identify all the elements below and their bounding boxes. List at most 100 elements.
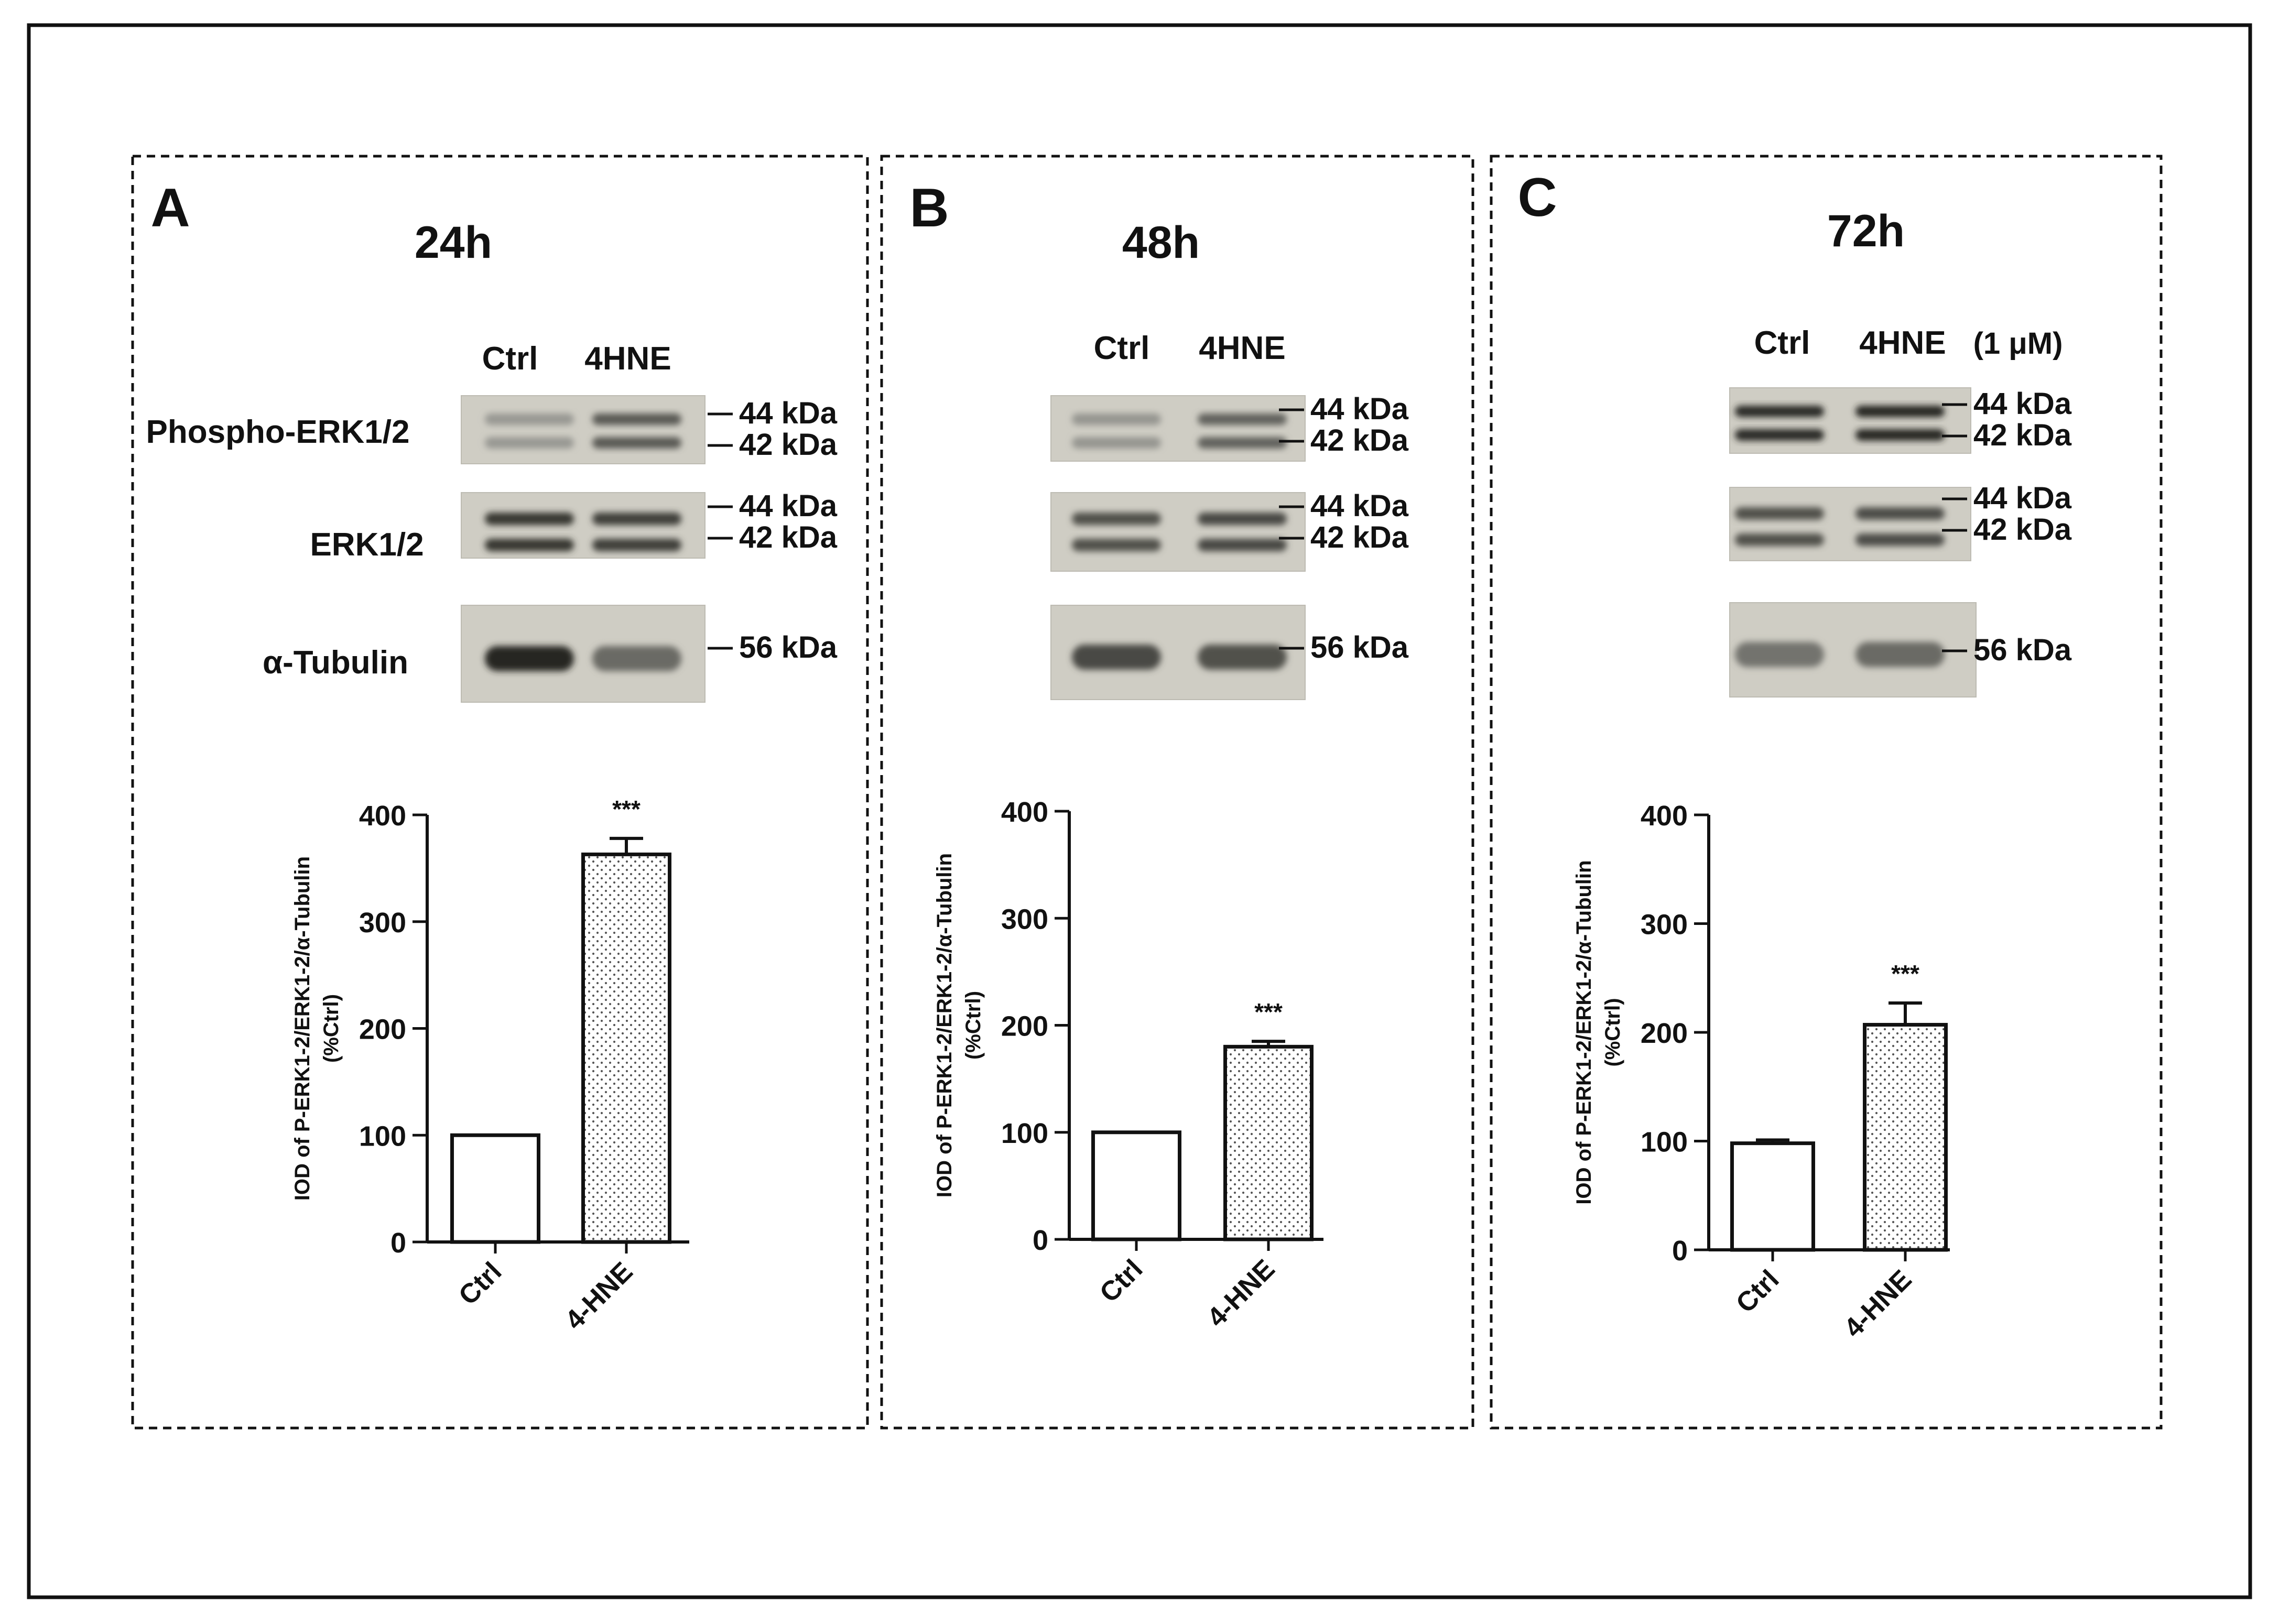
kda-label: 56 kDa	[739, 630, 838, 664]
lane-label: Ctrl	[1754, 325, 1810, 361]
erk-blot-band	[1855, 507, 1945, 520]
kda-label: 44 kDa	[1310, 489, 1409, 523]
kda-label: 44 kDa	[1973, 481, 2072, 515]
tubulin-blot-band	[1735, 642, 1824, 667]
phospho-blot-band	[1855, 406, 1945, 417]
panels: A 24h Ctrl 4HNE Phospho-ERK1/2 ERK1/2 α-Tubuli…	[131, 155, 2163, 1430]
erk-blot-membrane	[1729, 487, 1971, 561]
kda-label: 44 kDa	[1310, 392, 1409, 426]
kda-label: 42 kDa	[1310, 423, 1409, 457]
lane-label: Ctrl	[1094, 330, 1150, 366]
row-label: ERK1/2	[310, 527, 424, 563]
kda-label: 42 kDa	[1973, 513, 2072, 547]
kda-label: 44 kDa	[739, 489, 838, 523]
erk-blot-band	[592, 539, 681, 551]
y-tick-label: 400	[1641, 800, 1688, 832]
erk-blot-band	[592, 513, 681, 525]
erk-blot-band	[485, 539, 574, 551]
lane-label: 4HNE	[1859, 325, 1946, 361]
y-tick-label: 300	[1641, 909, 1688, 941]
time-label: 24h	[415, 217, 492, 268]
kda-label: 56 kDa	[1310, 630, 1409, 664]
time-label: 48h	[1122, 217, 1200, 268]
bar-ctrl	[450, 1133, 540, 1244]
phospho-blot-band	[1855, 429, 1945, 441]
y-tick-label: 400	[1001, 797, 1048, 828]
significance-marker: ***	[612, 795, 641, 823]
erk-blot-band	[1735, 507, 1824, 520]
erk-blot-band	[1072, 539, 1161, 551]
phospho-blot-membrane	[461, 395, 706, 464]
y-tick-label: 200	[1641, 1018, 1688, 1049]
phospho-blot-band	[1072, 413, 1161, 425]
erk-blot-band	[1198, 513, 1287, 525]
phospho-blot-band	[1735, 406, 1824, 417]
outer-frame	[27, 23, 2252, 1599]
y-axis-label-unit: (%Ctrl)	[320, 994, 343, 1063]
y-axis-label: IOD of P-ERK1-2/ERK1-2/α-Tubulin	[933, 853, 956, 1197]
erk-blot-band	[1735, 533, 1824, 546]
kda-label: 42 kDa	[1310, 520, 1409, 554]
bar-ctrl	[1730, 1141, 1815, 1252]
y-axis-label-unit: (%Ctrl)	[962, 991, 985, 1060]
phospho-blot-band	[1072, 437, 1161, 449]
kda-label: 56 kDa	[1973, 633, 2072, 667]
y-tick-label: 200	[359, 1014, 406, 1045]
bar-ctrl	[1091, 1130, 1181, 1241]
erk-blot-band	[1198, 539, 1287, 551]
lane-label: 4HNE	[584, 341, 671, 377]
panel-frame	[1490, 155, 2163, 1430]
y-axis-label-unit: (%Ctrl)	[1601, 998, 1624, 1066]
phospho-blot-band	[1198, 413, 1287, 425]
bar-4-hne	[1863, 1022, 1948, 1252]
y-tick-label: 200	[1001, 1011, 1048, 1042]
y-axis-label: IOD of P-ERK1-2/ERK1-2/α-Tubulin	[291, 856, 314, 1201]
y-tick-label: 300	[1001, 903, 1048, 935]
kda-label: 42 kDa	[739, 520, 838, 554]
tubulin-blot-band	[592, 646, 681, 671]
phospho-blot-membrane	[1729, 387, 1971, 454]
concentration-label: (1 μM)	[1973, 326, 2063, 361]
y-tick-label: 100	[359, 1120, 406, 1152]
tubulin-blot-band	[485, 646, 574, 671]
kda-label: 42 kDa	[739, 428, 838, 462]
tubulin-blot-band	[1855, 642, 1945, 667]
tubulin-blot-band	[1072, 645, 1161, 670]
erk-blot-membrane	[1050, 492, 1306, 572]
phospho-blot-band	[592, 437, 681, 449]
y-axis-label: IOD of P-ERK1-2/ERK1-2/α-Tubulin	[1572, 860, 1596, 1204]
kda-label: 44 kDa	[739, 396, 838, 430]
tubulin-blot-band	[1198, 645, 1287, 670]
y-tick-label: 100	[1001, 1118, 1048, 1149]
y-tick-label: 0	[1672, 1235, 1688, 1267]
panel-a: A 24h Ctrl 4HNE Phospho-ERK1/2 ERK1/2 α-Tubuli…	[131, 155, 869, 1430]
y-tick-label: 400	[359, 800, 406, 832]
lane-label: Ctrl	[482, 341, 538, 377]
erk-blot-band	[1855, 533, 1945, 546]
kda-label: 44 kDa	[1973, 387, 2072, 421]
phospho-blot-band	[485, 437, 574, 449]
phospho-blot-membrane	[1050, 395, 1306, 462]
phospho-blot-band	[1735, 429, 1824, 441]
phospho-blot-band	[485, 413, 574, 425]
y-tick-label: 300	[359, 907, 406, 939]
panel-letter: B	[909, 178, 949, 238]
erk-blot-band	[485, 513, 574, 525]
kda-label: 42 kDa	[1973, 418, 2072, 452]
y-tick-label: 0	[1033, 1225, 1048, 1256]
phospho-blot-band	[1198, 437, 1287, 449]
phospho-blot-band	[592, 413, 681, 425]
significance-marker: ***	[1891, 960, 1919, 987]
panel-frame	[880, 155, 1474, 1430]
panel-letter: C	[1517, 167, 1557, 228]
bar-4-hne	[581, 852, 671, 1244]
row-label: α-Tubulin	[263, 645, 408, 681]
significance-marker: ***	[1254, 998, 1283, 1026]
panel-letter: A	[150, 178, 190, 238]
row-label: Phospho-ERK1/2	[146, 414, 410, 450]
y-tick-label: 0	[390, 1227, 406, 1259]
lane-label: 4HNE	[1199, 330, 1285, 366]
y-tick-label: 100	[1641, 1127, 1688, 1158]
time-label: 72h	[1827, 206, 1905, 256]
